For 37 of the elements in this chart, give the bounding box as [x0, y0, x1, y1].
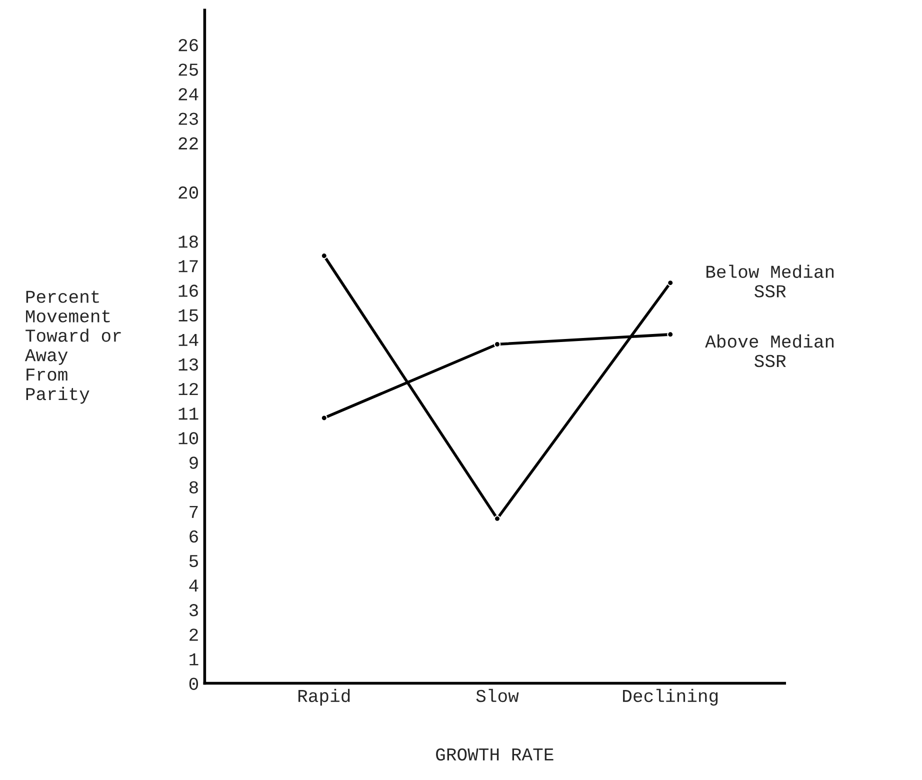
x-tick-label: Rapid	[298, 688, 350, 706]
series-label: Above Median SSR	[705, 334, 834, 368]
y-tick-label: 1	[190, 653, 198, 666]
y-tick-label: 10	[178, 432, 198, 444]
point	[667, 331, 674, 338]
x-axis-title: GROWTH RATE	[436, 748, 554, 761]
y-tick-label: 6	[190, 530, 198, 543]
y-tick-label: 11	[178, 408, 198, 420]
y-tick-label: 4	[189, 580, 198, 592]
series-label: Below Median SSR	[706, 264, 834, 298]
y-tick-label: 18	[178, 236, 198, 248]
y-tick-label: 0	[189, 678, 198, 690]
y-tick-label: 26	[178, 39, 198, 52]
point	[320, 414, 328, 422]
y-tick-label: 8	[189, 481, 198, 494]
y-tick-label: 22	[178, 137, 198, 150]
y-tick-label: 14	[178, 334, 198, 346]
y-tick-label: 23	[178, 112, 198, 125]
y-tick-label: 7	[190, 506, 198, 518]
y-tick-label: 15	[178, 309, 198, 322]
y-tick-label: 25	[178, 64, 198, 76]
x-tick-label: Slow	[476, 688, 519, 702]
y-tick-label: 9	[190, 456, 198, 469]
y-tick-label: 13	[178, 358, 198, 371]
point	[494, 515, 501, 522]
point	[320, 252, 328, 260]
y-axis-title: Percent Movement Toward or Away From Parity	[24, 290, 121, 404]
y-tick-label: 20	[178, 186, 198, 199]
y-tick-label: 5	[189, 555, 198, 568]
y-tick-label: 24	[178, 88, 198, 100]
x-tick-label: Declining	[623, 688, 718, 706]
y-tick-label: 17	[178, 260, 198, 272]
y-tick-label: 2	[190, 628, 198, 641]
y-tick-label: 16	[178, 284, 198, 297]
y-tick-label: 3	[189, 604, 198, 616]
point	[667, 280, 674, 286]
y-tick-label: 12	[178, 382, 198, 396]
